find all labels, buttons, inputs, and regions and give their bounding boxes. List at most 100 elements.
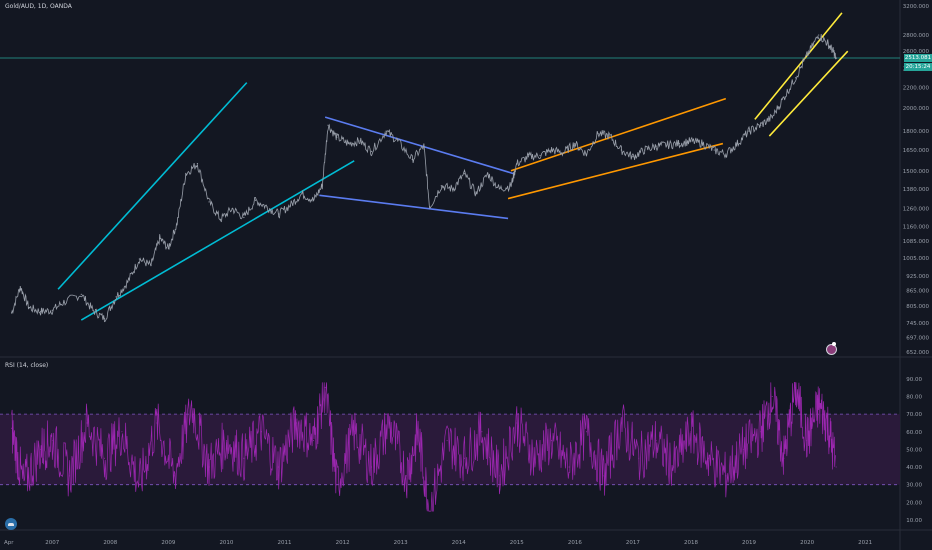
rsi-point bbox=[516, 422, 518, 424]
rsi-point bbox=[11, 427, 13, 429]
price-point bbox=[176, 222, 178, 224]
time-tick-label: 2015 bbox=[510, 540, 524, 546]
price-tick-label: 1380.000 bbox=[903, 187, 930, 193]
rsi-point bbox=[826, 422, 828, 424]
trendlines[interactable] bbox=[57, 12, 849, 321]
time-tick-label: 2013 bbox=[394, 540, 408, 546]
price-point bbox=[159, 237, 161, 239]
price-point bbox=[562, 152, 564, 154]
rsi-point bbox=[771, 395, 773, 397]
rsi-point bbox=[638, 457, 640, 459]
alert-badge-icon[interactable] bbox=[826, 342, 837, 355]
rsi-point bbox=[707, 457, 709, 459]
rsi-tick-label: 90.00 bbox=[906, 377, 922, 383]
price-tick-label: 2600.000 bbox=[903, 49, 930, 55]
rsi-point bbox=[429, 510, 431, 512]
rsi-tick-label: 30.00 bbox=[906, 483, 922, 489]
rsi-point bbox=[673, 466, 675, 468]
orange-upper-trendline[interactable] bbox=[510, 97, 727, 172]
rsi-point bbox=[173, 475, 175, 477]
price-point bbox=[289, 204, 291, 206]
price-point bbox=[40, 311, 42, 313]
rsi-point bbox=[533, 457, 535, 459]
time-tick-label: Apr bbox=[4, 540, 14, 546]
price-point bbox=[832, 50, 834, 52]
price-point bbox=[701, 142, 704, 145]
rsi-point bbox=[464, 457, 466, 459]
yellow-upper-trendline[interactable] bbox=[754, 12, 843, 120]
price-point bbox=[220, 218, 222, 220]
price-tick-label: 2800.000 bbox=[903, 33, 930, 39]
rsi-point bbox=[551, 440, 553, 442]
price-point bbox=[347, 142, 349, 145]
rsi-point bbox=[568, 466, 570, 468]
symbol-title[interactable]: Gold/AUD, 1D, OANDA bbox=[5, 3, 72, 10]
yellow-lower-trendline[interactable] bbox=[768, 50, 849, 137]
price-point bbox=[371, 150, 373, 152]
price-tick-label: 652.000 bbox=[906, 350, 929, 356]
orange-lower-trendline[interactable] bbox=[507, 142, 724, 200]
price-point bbox=[51, 309, 53, 311]
price-point bbox=[411, 158, 413, 161]
price-tick-label: 865.000 bbox=[906, 289, 929, 295]
last-price-tag: 2513.081 bbox=[904, 54, 932, 62]
price-point bbox=[713, 149, 715, 151]
price-tick-label: 1800.000 bbox=[903, 129, 930, 135]
price-tick-label: 1260.000 bbox=[903, 207, 930, 213]
price-tick-label: 1500.000 bbox=[903, 169, 930, 175]
time-tick-label: 2007 bbox=[45, 540, 59, 546]
price-point bbox=[620, 149, 622, 151]
rsi-point bbox=[620, 422, 622, 424]
blue-upper-trendline[interactable] bbox=[324, 116, 515, 175]
rsi-title[interactable]: RSI (14, close) bbox=[5, 362, 49, 369]
price-point bbox=[312, 199, 315, 201]
price-point bbox=[806, 54, 808, 56]
price-point bbox=[115, 296, 117, 298]
price-point bbox=[632, 156, 634, 158]
price-point bbox=[609, 135, 611, 137]
cyan-upper-trendline[interactable] bbox=[57, 82, 248, 290]
cyan-lower-trendline[interactable] bbox=[80, 160, 355, 321]
price-point bbox=[690, 140, 692, 142]
countdown-tag: 20:15:24 bbox=[904, 63, 932, 71]
price-point bbox=[327, 124, 329, 126]
price-point bbox=[103, 318, 106, 320]
price-point bbox=[397, 140, 399, 142]
rsi-tick-label: 50.00 bbox=[906, 447, 922, 453]
price-tick-label: 697.000 bbox=[906, 335, 929, 341]
price-point bbox=[760, 124, 762, 126]
rsi-point bbox=[417, 431, 419, 433]
rsi-point bbox=[313, 440, 315, 442]
price-tick-label: 3200.000 bbox=[903, 4, 930, 10]
blue-lower-trendline[interactable] bbox=[319, 194, 509, 220]
tradingview-logo-icon[interactable] bbox=[5, 518, 17, 530]
price-point bbox=[63, 301, 65, 303]
rsi-point bbox=[481, 431, 483, 433]
rsi-point bbox=[446, 440, 448, 442]
price-line bbox=[11, 33, 837, 323]
time-tick-label: 2014 bbox=[452, 540, 466, 546]
time-tick-label: 2012 bbox=[336, 540, 350, 546]
price-point bbox=[771, 116, 773, 118]
price-point bbox=[475, 193, 477, 195]
price-point bbox=[185, 173, 187, 175]
price-point bbox=[301, 193, 303, 195]
price-point bbox=[278, 213, 280, 215]
rsi-point bbox=[818, 404, 820, 406]
price-point bbox=[794, 77, 797, 79]
time-tick-label: 2016 bbox=[568, 540, 582, 546]
rsi-point bbox=[371, 466, 373, 468]
rsi-point bbox=[278, 466, 280, 468]
price-point bbox=[736, 142, 739, 145]
rsi-point bbox=[806, 440, 808, 442]
price-point bbox=[243, 216, 245, 219]
price-point bbox=[138, 258, 140, 260]
time-tick-label: 2010 bbox=[219, 540, 233, 546]
rsi-point bbox=[353, 431, 355, 433]
rsi-point bbox=[138, 484, 140, 486]
price-tick-label: 2000.000 bbox=[903, 106, 930, 112]
price-point bbox=[385, 130, 387, 132]
rsi-point bbox=[121, 431, 123, 433]
